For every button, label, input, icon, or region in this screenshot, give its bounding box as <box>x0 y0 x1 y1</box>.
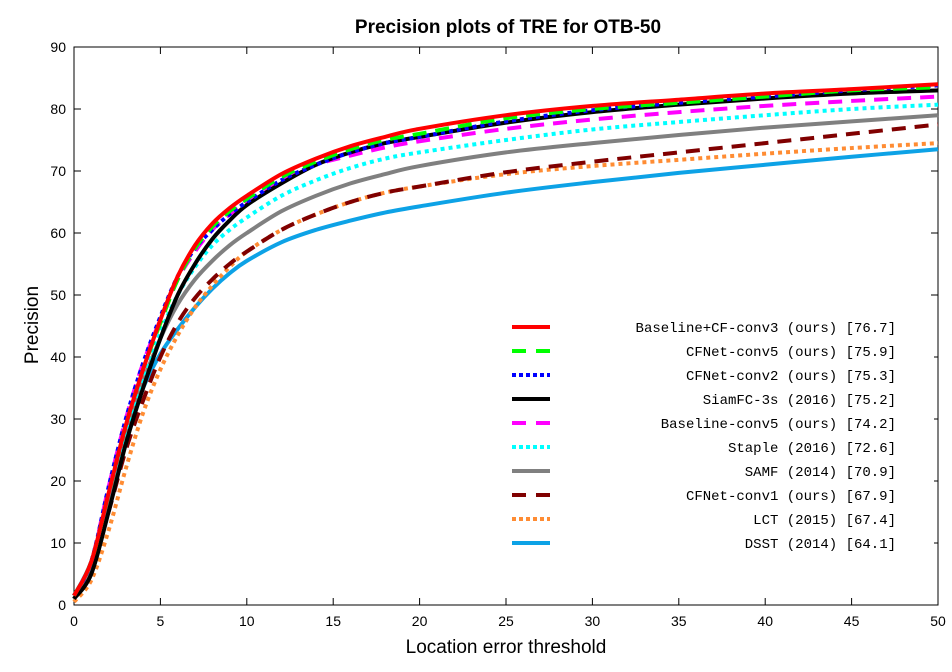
x-axis-label: Location error threshold <box>406 637 607 658</box>
y-axis-label: Precision <box>22 286 43 364</box>
legend-label-1: CFNet-conv5 (ours) [75.9] <box>686 345 896 361</box>
legend-label-9: DSST (2014) [64.1] <box>745 537 896 553</box>
legend-label-7: CFNet-conv1 (ours) [67.9] <box>686 489 896 505</box>
x-tick-label: 5 <box>157 613 165 629</box>
y-tick-label: 70 <box>50 163 66 179</box>
legend: Baseline+CF-conv3 (ours) [76.7] CFNet-con… <box>502 313 934 563</box>
x-tick-label: 50 <box>930 613 946 629</box>
series-line-5 <box>72 102 939 597</box>
x-tick-label: 35 <box>671 613 687 629</box>
legend-label-3: SiamFC-3s (2016) [75.2] <box>703 393 896 409</box>
x-tick-label: 40 <box>757 613 773 629</box>
series-line-8 <box>72 141 939 604</box>
y-tick-label: 90 <box>50 39 66 55</box>
legend-label-8: LCT (2015) [67.4] <box>753 513 896 529</box>
y-tick-label: 30 <box>50 411 66 427</box>
series-line-0 <box>72 82 939 597</box>
y-tick-label: 20 <box>50 473 66 489</box>
y-tick-label: 50 <box>50 287 66 303</box>
series-lines <box>72 82 939 604</box>
legend-label-4: Baseline-conv5 (ours) [74.2] <box>661 417 896 433</box>
x-tick-label: 25 <box>498 613 514 629</box>
series-line-7 <box>72 122 939 600</box>
legend-label-6: SAMF (2014) [70.9] <box>745 465 896 481</box>
y-tick-label: 60 <box>50 225 66 241</box>
legend-label-2: CFNet-conv2 (ours) [75.3] <box>686 369 896 385</box>
x-tick-label: 10 <box>239 613 255 629</box>
legend-label-5: Staple (2016) [72.6] <box>728 441 896 457</box>
x-tick-label: 20 <box>412 613 428 629</box>
chart-title: Precision plots of TRE for OTB-50 <box>355 17 661 38</box>
x-tick-label: 15 <box>325 613 341 629</box>
legend-label-0: Baseline+CF-conv3 (ours) [76.7] <box>636 321 896 337</box>
y-tick-label: 80 <box>50 101 66 117</box>
y-tick-label: 10 <box>50 535 66 551</box>
y-tick-label: 0 <box>58 597 66 613</box>
x-tick-label: 30 <box>585 613 601 629</box>
axis-ticks: 0 5 10 15 20 25 30 35 40 45 50 0 10 20 30 40 50 60 70 80 90 <box>50 39 946 629</box>
legend-box <box>502 313 934 563</box>
x-tick-label: 0 <box>70 613 78 629</box>
y-tick-label: 40 <box>50 349 66 365</box>
x-tick-label: 45 <box>844 613 860 629</box>
